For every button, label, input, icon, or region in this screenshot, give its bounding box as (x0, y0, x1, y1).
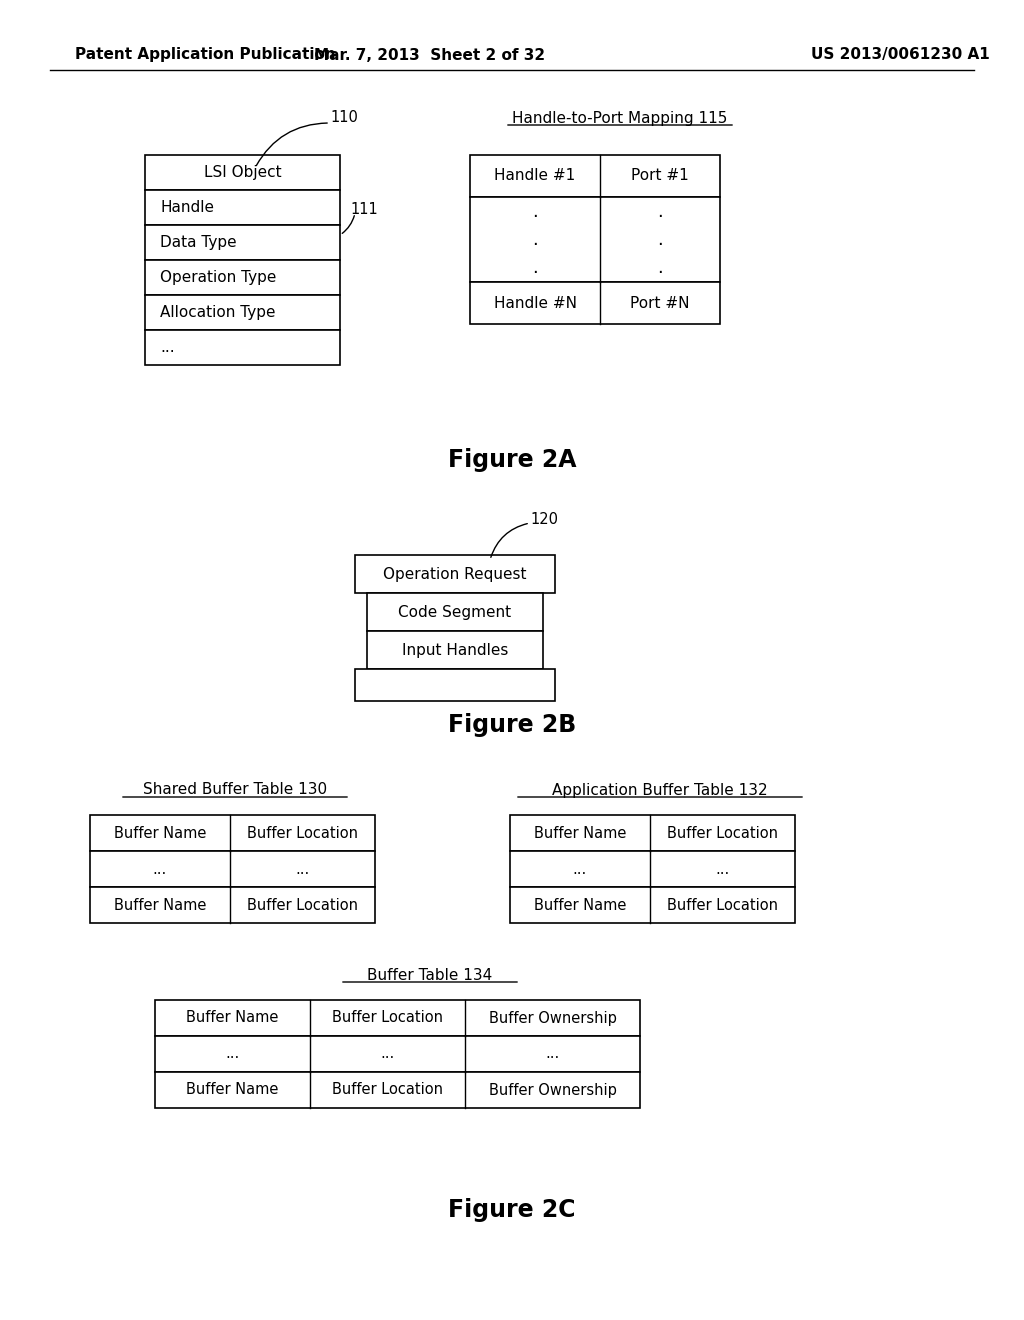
Text: Handle-to-Port Mapping 115: Handle-to-Port Mapping 115 (512, 111, 728, 125)
Text: Mar. 7, 2013  Sheet 2 of 32: Mar. 7, 2013 Sheet 2 of 32 (314, 48, 546, 62)
Text: ...: ... (716, 862, 730, 876)
Text: LSI Object: LSI Object (204, 165, 282, 180)
Bar (510, 851, 795, 887)
Text: .: . (532, 203, 538, 220)
Text: ...: ... (160, 341, 175, 355)
Text: ...: ... (225, 1047, 240, 1061)
Text: .: . (657, 259, 663, 277)
Bar (145, 224, 340, 260)
Text: Allocation Type: Allocation Type (160, 305, 275, 319)
Bar (470, 197, 720, 282)
Bar (470, 154, 720, 197)
Text: Buffer Ownership: Buffer Ownership (488, 1082, 616, 1097)
Bar (355, 554, 555, 593)
Text: 120: 120 (530, 512, 558, 528)
Text: Buffer Name: Buffer Name (114, 825, 206, 841)
Bar (155, 1036, 640, 1072)
Bar (90, 814, 375, 851)
Bar (90, 851, 375, 887)
Text: Buffer Name: Buffer Name (186, 1011, 279, 1026)
Text: Buffer Name: Buffer Name (534, 825, 627, 841)
Bar (145, 190, 340, 224)
Bar (510, 814, 795, 851)
Text: Buffer Table 134: Buffer Table 134 (368, 968, 493, 982)
Text: .: . (657, 231, 663, 249)
Text: .: . (532, 259, 538, 277)
Text: Operation Type: Operation Type (160, 271, 276, 285)
Bar (145, 330, 340, 366)
Text: .: . (532, 231, 538, 249)
Text: ...: ... (380, 1047, 394, 1061)
Text: Input Handles: Input Handles (401, 643, 508, 657)
Text: Handle: Handle (160, 201, 214, 215)
Text: Figure 2A: Figure 2A (447, 447, 577, 473)
Text: Handle #N: Handle #N (494, 296, 577, 310)
Text: Code Segment: Code Segment (398, 605, 512, 619)
Bar (155, 1072, 640, 1107)
Text: US 2013/0061230 A1: US 2013/0061230 A1 (811, 48, 989, 62)
Text: Port #1: Port #1 (631, 169, 689, 183)
Bar (470, 282, 720, 323)
Bar (90, 887, 375, 923)
Bar (145, 154, 340, 190)
Text: Buffer Location: Buffer Location (667, 825, 778, 841)
Text: Figure 2C: Figure 2C (449, 1199, 575, 1222)
Text: Buffer Location: Buffer Location (667, 898, 778, 912)
Text: ...: ... (572, 862, 587, 876)
Text: Buffer Location: Buffer Location (247, 825, 358, 841)
Text: Buffer Location: Buffer Location (332, 1011, 443, 1026)
Text: Patent Application Publication: Patent Application Publication (75, 48, 336, 62)
Text: Buffer Name: Buffer Name (186, 1082, 279, 1097)
Text: Handle #1: Handle #1 (495, 169, 575, 183)
Bar (145, 294, 340, 330)
Text: Buffer Location: Buffer Location (332, 1082, 443, 1097)
Text: 111: 111 (350, 202, 378, 218)
Bar (510, 887, 795, 923)
Text: Figure 2B: Figure 2B (447, 713, 577, 737)
Bar (355, 669, 555, 701)
Text: Application Buffer Table 132: Application Buffer Table 132 (552, 783, 768, 797)
Text: 110: 110 (330, 111, 357, 125)
Text: Operation Request: Operation Request (383, 566, 526, 582)
Text: Buffer Name: Buffer Name (534, 898, 627, 912)
Text: Data Type: Data Type (160, 235, 237, 249)
Bar (145, 260, 340, 294)
Text: ...: ... (295, 862, 309, 876)
Bar (367, 593, 543, 631)
Bar (155, 1001, 640, 1036)
Text: Buffer Location: Buffer Location (247, 898, 358, 912)
Text: Port #N: Port #N (630, 296, 690, 310)
Text: Buffer Ownership: Buffer Ownership (488, 1011, 616, 1026)
Text: ...: ... (546, 1047, 560, 1061)
Text: .: . (657, 203, 663, 220)
Bar (367, 631, 543, 669)
Text: Shared Buffer Table 130: Shared Buffer Table 130 (143, 783, 327, 797)
Text: ...: ... (153, 862, 167, 876)
Text: Buffer Name: Buffer Name (114, 898, 206, 912)
